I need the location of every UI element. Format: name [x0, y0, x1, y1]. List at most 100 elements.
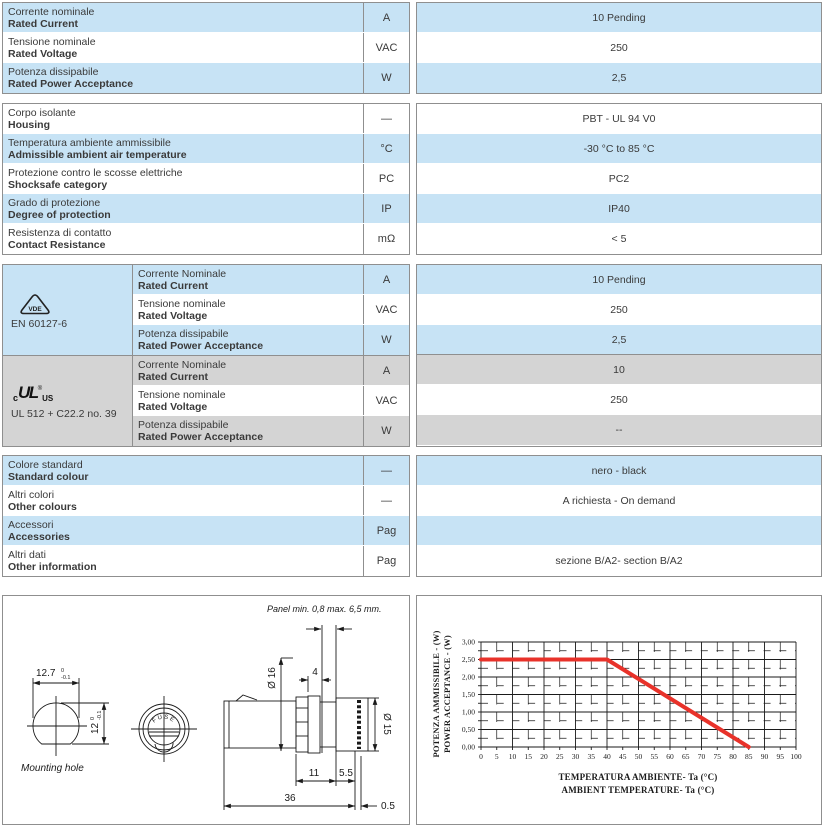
- physical-label-table: Corpo isolante Housing — Temperatura ambi…: [2, 103, 410, 255]
- unit-cell: Pag: [363, 546, 409, 576]
- unit-cell: mΩ: [363, 224, 409, 254]
- value-cell: 10: [417, 355, 821, 385]
- svg-text:1,50: 1,50: [462, 690, 475, 699]
- ratings-value-table: 10 Pending 250 2,5: [416, 2, 822, 94]
- table-row: Potenza dissipabile Rated Power Acceptanc…: [133, 416, 409, 446]
- technical-drawing-panel: 12.7 0 -0.1 12 0 -0.1 Mounting hole: [2, 595, 410, 825]
- row-label-en: Accessories: [8, 530, 70, 543]
- row-label-en: Rated Voltage: [138, 309, 208, 322]
- row-label-it: Grado di protezione: [8, 196, 101, 209]
- row-label-it: Corrente nominale: [8, 5, 95, 18]
- value-cell: 10 Pending: [417, 265, 821, 295]
- dim-d15-label: Ø 15: [381, 713, 392, 735]
- svg-text:95: 95: [777, 752, 785, 761]
- svg-text:100: 100: [790, 752, 802, 761]
- row-label-it: Potenza dissipabile: [138, 419, 229, 431]
- cert-value-table: 10 Pending 250 2,5 10 250 --: [416, 264, 822, 447]
- value-cell: [417, 516, 821, 546]
- table-row: Tensione nominale Rated Voltage VAC: [133, 386, 409, 416]
- chart-ylabel-line1: POTENZA AMMISSIBILE - (W): [431, 630, 441, 757]
- svg-text:85: 85: [745, 752, 753, 761]
- row-label-en: Rated Power Acceptance: [8, 78, 134, 90]
- row-label-en: Other information: [8, 561, 97, 573]
- svg-text:30: 30: [572, 752, 580, 761]
- row-label-it: Temperatura ambiente ammissibile: [8, 136, 171, 149]
- table-row: Corpo isolante Housing —: [3, 104, 409, 134]
- row-label-it: Altri dati: [8, 549, 46, 561]
- dim-4-label: 4: [312, 667, 318, 678]
- dim-width-tol-hi: 0: [61, 668, 64, 674]
- svg-text:55: 55: [651, 752, 659, 761]
- unit-cell: W: [363, 63, 409, 93]
- row-label-en: Shocksafe category: [8, 178, 108, 191]
- svg-text:65: 65: [682, 752, 690, 761]
- technical-drawing: 12.7 0 -0.1 12 0 -0.1 Mounting hole: [21, 604, 395, 812]
- unit-cell: —: [363, 104, 409, 133]
- svg-text:25: 25: [556, 752, 564, 761]
- dim-05-label: 0.5: [381, 801, 395, 812]
- svg-text:10: 10: [509, 752, 517, 761]
- row-label-it: Resistenza di contatto: [8, 227, 112, 239]
- cert-standard: EN 60127-6: [11, 317, 68, 330]
- derating-chart: 0 5 10 15 20 25 30 35 40 45 50 55 60 65 70 75 80 85 90 95 10…: [431, 630, 802, 795]
- value-cell: sezione B/A2- section B/A2: [417, 546, 821, 576]
- svg-text:90: 90: [761, 752, 769, 761]
- info-section: Colore standard Standard colour — Altri c…: [2, 455, 822, 577]
- value-cell: 250: [417, 295, 821, 325]
- dim-36-label: 36: [284, 793, 296, 804]
- table-row: Grado di protezione Degree of protection …: [3, 194, 409, 224]
- value-cell: --: [417, 415, 821, 445]
- row-label-en: Standard colour: [8, 470, 89, 483]
- row-label-en: Rated Current: [8, 17, 79, 30]
- svg-text:0,50: 0,50: [462, 725, 475, 734]
- dim-height-label: 12: [90, 722, 101, 734]
- dim-11-label: 11: [309, 768, 320, 779]
- info-label-table: Colore standard Standard colour — Altri c…: [2, 455, 410, 577]
- mounting-hole-label: Mounting hole: [21, 763, 84, 774]
- row-label-en: Rated Current: [138, 279, 209, 292]
- value-cell: 2,5: [417, 325, 821, 355]
- row-label-it: Corpo isolante: [8, 106, 76, 119]
- svg-text:0: 0: [479, 752, 483, 761]
- unit-cell: °C: [363, 134, 409, 163]
- unit-cell: A: [363, 356, 409, 385]
- row-label-en: Housing: [8, 118, 50, 131]
- table-row: Corrente Nominale Rated Current A: [133, 356, 409, 386]
- table-row: Corrente Nominale Rated Current A: [133, 265, 409, 295]
- svg-text:2,50: 2,50: [462, 655, 475, 664]
- mounting-hole-outline: [32, 702, 80, 745]
- unit-cell: PC: [363, 164, 409, 193]
- row-label-it: Tensione nominale: [138, 297, 226, 310]
- chart-xlabel-line1: TEMPERATURA AMBIENTE- Ta (°C): [558, 772, 717, 782]
- value-cell: < 5: [417, 224, 821, 254]
- unit-cell: VAC: [363, 33, 409, 62]
- row-label-en: Degree of protection: [8, 208, 111, 221]
- table-row: Potenza dissipabile Rated Power Acceptanc…: [3, 63, 409, 93]
- table-row: Altri dati Other information Pag: [3, 546, 409, 576]
- row-label-en: Contact Resistance: [8, 239, 106, 251]
- value-cell: 10 Pending: [417, 3, 821, 33]
- value-cell: 2,5: [417, 63, 821, 93]
- row-label-en: Admissible ambient air temperature: [8, 148, 187, 161]
- table-row: Potenza dissipabile Rated Power Acceptanc…: [133, 325, 409, 355]
- row-label-en: Other colours: [8, 500, 77, 513]
- dim-d16-label: Ø 16: [267, 667, 278, 689]
- unit-cell: W: [363, 416, 409, 446]
- dim-width-label: 12.7: [36, 668, 56, 679]
- row-label-it: Corrente Nominale: [138, 358, 227, 371]
- svg-text:50: 50: [635, 752, 643, 761]
- cert-label-table: VDE EN 60127-6 Corrente Nominale Rated Cu…: [2, 264, 410, 447]
- table-row: Protezione contro le scosse elettriche Sh…: [3, 164, 409, 194]
- derating-chart-panel: 0 5 10 15 20 25 30 35 40 45 50 55 60 65 70 75 80 85 90 95 10…: [416, 595, 822, 825]
- svg-text:40: 40: [603, 752, 611, 761]
- unit-cell: Pag: [363, 516, 409, 545]
- svg-text:60: 60: [666, 752, 674, 761]
- bottom-panels: 12.7 0 -0.1 12 0 -0.1 Mounting hole: [2, 595, 822, 825]
- cert-group-ul: cUL®US UL 512 + C22.2 no. 39 Corrente No…: [3, 356, 409, 446]
- row-label-it: Tensione nominale: [138, 388, 226, 401]
- row-label-it: Potenza dissipabile: [138, 328, 229, 340]
- dim-55-label: 5.5: [339, 768, 353, 779]
- physical-section: Corpo isolante Housing — Temperatura ambi…: [2, 103, 822, 255]
- unit-cell: VAC: [363, 295, 409, 324]
- info-value-table: nero - black A richiesta - On demand sez…: [416, 455, 822, 577]
